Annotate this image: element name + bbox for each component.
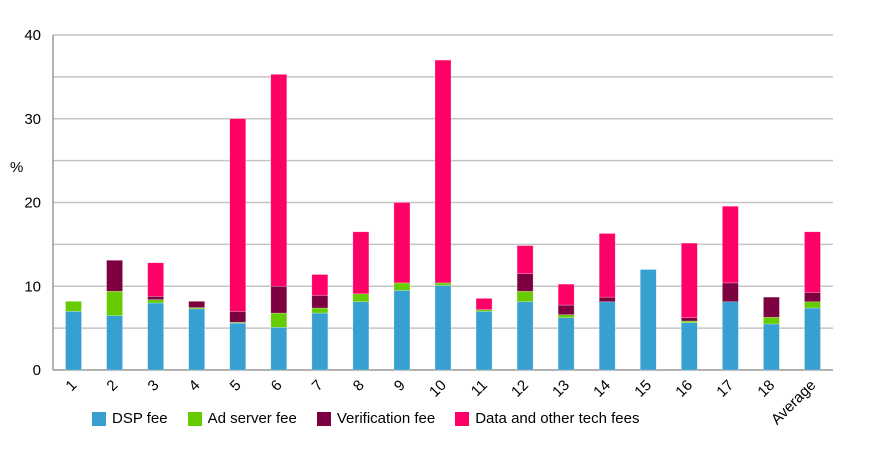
bar-ad-server-fee-13 — [557, 314, 575, 318]
bar-dsp-fee-17 — [722, 301, 739, 371]
bar-data-and-other-tech-fees-10 — [434, 59, 452, 284]
bar-dsp-fee-3 — [147, 302, 164, 371]
bar-dsp-fee-4 — [188, 308, 205, 371]
legend-label: DSP fee — [112, 410, 168, 427]
x-tick-label: 1 — [62, 377, 80, 395]
bar-verification-fee-13 — [557, 304, 575, 316]
legend-item: Ad server fee — [187, 410, 297, 427]
bar-data-and-other-tech-fees-3 — [147, 262, 164, 297]
y-tick-label: 0 — [33, 362, 41, 379]
y-tick-label: 10 — [24, 278, 41, 295]
x-tick-label: 9 — [391, 377, 409, 395]
bar-verification-fee-average — [804, 292, 821, 303]
legend-item: Verification fee — [316, 410, 436, 427]
bar-verification-fee-14 — [598, 296, 616, 303]
legend-swatch — [316, 411, 331, 426]
bar-dsp-fee-6 — [270, 326, 288, 371]
legend-item: DSP fee — [92, 410, 168, 427]
x-tick-label: 10 — [426, 377, 450, 401]
bar-ad-server-fee-11 — [475, 309, 493, 312]
bar-ad-server-fee-2 — [106, 290, 123, 316]
bar-data-and-other-tech-fees-average — [804, 231, 821, 293]
bar-data-and-other-tech-fees-14 — [598, 233, 616, 298]
bar-dsp-fee-12 — [516, 301, 534, 371]
bar-dsp-fee-average — [804, 307, 821, 371]
bar-verification-fee-17 — [722, 282, 739, 303]
legend-label: Data and other tech fees — [475, 410, 640, 427]
bar-verification-fee-5 — [229, 311, 247, 323]
bar-ad-server-fee-1 — [65, 301, 82, 312]
bar-data-and-other-tech-fees-8 — [352, 231, 370, 295]
bar-verification-fee-3 — [147, 295, 164, 300]
x-tick-label: 11 — [468, 377, 491, 400]
bar-dsp-fee-11 — [475, 311, 493, 371]
x-tick-label: Average — [768, 377, 819, 428]
y-tick-label: 20 — [24, 195, 41, 212]
y-tick-label: 40 — [24, 27, 41, 44]
x-tick-label: 13 — [549, 377, 573, 401]
bar-ad-server-fee-18 — [763, 316, 780, 325]
bar-verification-fee-4 — [188, 301, 205, 308]
bar-ad-server-fee-3 — [147, 299, 164, 304]
bar-dsp-fee-15 — [639, 269, 657, 371]
bar-data-and-other-tech-fees-6 — [270, 74, 288, 287]
bar-dsp-fee-5 — [229, 322, 247, 371]
bar-dsp-fee-13 — [557, 317, 575, 371]
x-tick-label: 5 — [227, 377, 245, 395]
bar-data-and-other-tech-fees-5 — [229, 118, 247, 312]
x-tick-label: 2 — [103, 377, 121, 395]
bar-dsp-fee-7 — [311, 312, 329, 371]
legend-swatch — [455, 411, 470, 426]
legend-label: Ad server fee — [207, 410, 297, 427]
bar-verification-fee-2 — [106, 259, 123, 292]
bar-data-and-other-tech-fees-13 — [557, 283, 575, 306]
bar-verification-fee-7 — [311, 295, 329, 309]
bar-dsp-fee-10 — [434, 285, 452, 371]
bar-data-and-other-tech-fees-12 — [516, 245, 534, 274]
legend-label: Verification fee — [336, 410, 436, 427]
bar-data-and-other-tech-fees-7 — [311, 274, 329, 296]
bar-ad-server-fee-6 — [270, 312, 288, 328]
x-tick-label: 14 — [590, 377, 614, 401]
bar-dsp-fee-1 — [65, 311, 82, 371]
x-tick-label: 7 — [309, 377, 327, 395]
bar-verification-fee-6 — [270, 285, 288, 314]
x-tick-label: 18 — [754, 377, 778, 401]
bar-ad-server-fee-9 — [393, 282, 411, 291]
bar-dsp-fee-18 — [763, 323, 780, 371]
bar-data-and-other-tech-fees-16 — [681, 242, 698, 318]
bar-ad-server-fee-8 — [352, 293, 370, 303]
x-tick-label: 15 — [631, 377, 655, 401]
bar-data-and-other-tech-fees-9 — [393, 202, 411, 284]
bar-verification-fee-12 — [516, 273, 534, 292]
bar-ad-server-fee-10 — [434, 282, 452, 286]
y-axis-label: % — [10, 159, 23, 176]
bar-ad-server-fee-average — [804, 301, 821, 309]
legend: DSP fee Ad server fee Verification fee Data… — [92, 410, 660, 427]
y-tick-label: 30 — [24, 111, 41, 128]
x-tick-label: 6 — [268, 377, 286, 395]
legend-swatch — [92, 411, 106, 426]
x-tick-label: 4 — [186, 377, 204, 395]
bar-dsp-fee-2 — [106, 315, 123, 371]
bar-dsp-fee-8 — [352, 301, 370, 371]
x-tick-label: 17 — [713, 377, 737, 401]
bar-ad-server-fee-7 — [311, 307, 329, 314]
x-tick-label: 16 — [672, 377, 696, 401]
bar-verification-fee-16 — [681, 317, 698, 322]
legend-swatch — [187, 411, 202, 426]
legend-item: Data and other tech fees — [455, 410, 640, 427]
bar-dsp-fee-16 — [681, 322, 698, 371]
bar-verification-fee-18 — [763, 296, 780, 318]
x-tick-label: 12 — [508, 377, 532, 401]
bar-data-and-other-tech-fees-17 — [722, 205, 739, 284]
x-tick-label: 8 — [350, 377, 368, 395]
bar-dsp-fee-9 — [393, 290, 411, 371]
bar-ad-server-fee-12 — [516, 290, 534, 303]
bar-dsp-fee-14 — [598, 301, 616, 371]
bar-data-and-other-tech-fees-11 — [475, 298, 493, 310]
x-tick-label: 3 — [145, 377, 163, 395]
